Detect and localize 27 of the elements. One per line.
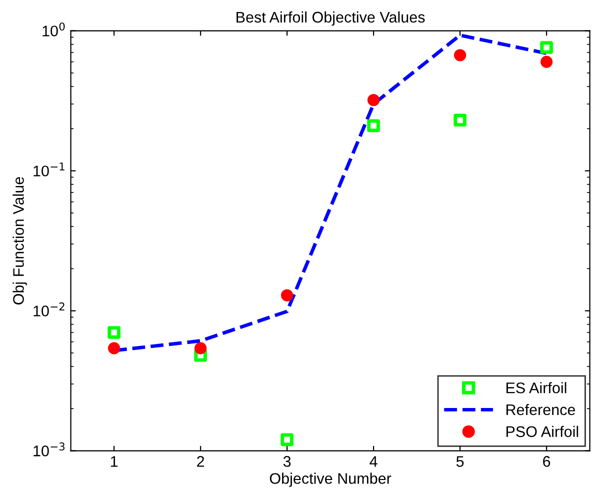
point — [367, 94, 380, 106]
x-tick-label: 2 — [197, 456, 204, 467]
point — [194, 342, 207, 354]
y-tick-label: 10$^{−2}$ — [34, 302, 64, 316]
point — [454, 114, 466, 127]
chart-title: Best Airfoil Objective Values — [236, 11, 425, 26]
point — [108, 326, 120, 339]
x-tick-label: 4 — [370, 456, 378, 467]
y-tick-label: 10$^{−3}$ — [34, 442, 65, 456]
x-tick-label: 6 — [543, 456, 550, 467]
y-axis-title: Obj Function Value — [12, 177, 27, 304]
x-axis-title: Objective Number — [270, 472, 392, 487]
point — [454, 49, 466, 62]
x-tick-label: 1 — [110, 456, 118, 467]
point — [280, 289, 294, 302]
y-tick-label: 10$^{−1}$ — [34, 162, 64, 176]
x-tick-label: 3 — [283, 456, 291, 467]
legend-label: PSO Airfoil — [506, 426, 578, 438]
y-tick-label: 10$^{0}$ — [42, 22, 65, 36]
x-tick-label: 5 — [456, 456, 464, 467]
point — [280, 433, 294, 446]
point — [108, 342, 120, 354]
legend-label: ES Airfoil — [506, 382, 566, 394]
legend-label: Reference — [506, 404, 576, 416]
point — [367, 119, 380, 132]
point — [540, 56, 553, 68]
point — [540, 41, 553, 54]
